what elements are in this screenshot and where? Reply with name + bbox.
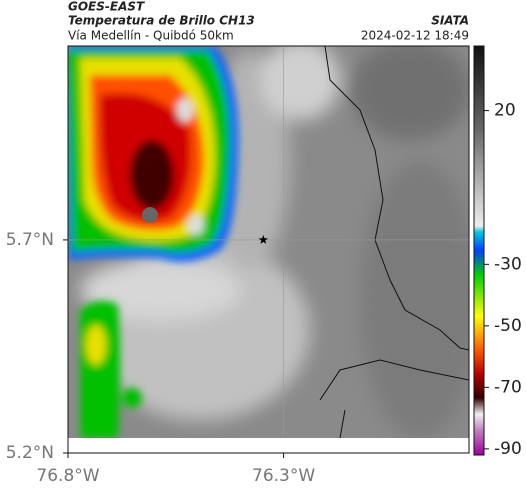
image	[68, 46, 469, 438]
route: Vía Medellín - Quibdó 50km	[68, 29, 234, 43]
map-frame	[67, 45, 470, 454]
colorbar-tick-label: -50	[494, 316, 522, 336]
y-tick-label: 5.7°N	[6, 230, 54, 250]
subtitle: Temperatura de Brillo CH13	[68, 14, 255, 28]
y-tick-label: 5.2°N	[6, 443, 54, 463]
colorbar-tick-label: -70	[494, 377, 522, 397]
colorbar-tick-label: -90	[494, 439, 522, 459]
cloud-core	[142, 207, 158, 223]
timestamp: 2024-02-12 18:49	[361, 29, 469, 43]
colorbar-tick-label: 20	[494, 101, 516, 121]
x-tick-label: 76.8°W	[36, 466, 99, 486]
title: GOES-EAST	[68, 0, 145, 14]
location-marker	[258, 234, 269, 244]
x-tick-label: 76.3°W	[252, 466, 315, 486]
colorbar	[473, 45, 485, 456]
source: SIATA	[431, 14, 469, 28]
colorbar-tick-label: -30	[494, 254, 522, 274]
